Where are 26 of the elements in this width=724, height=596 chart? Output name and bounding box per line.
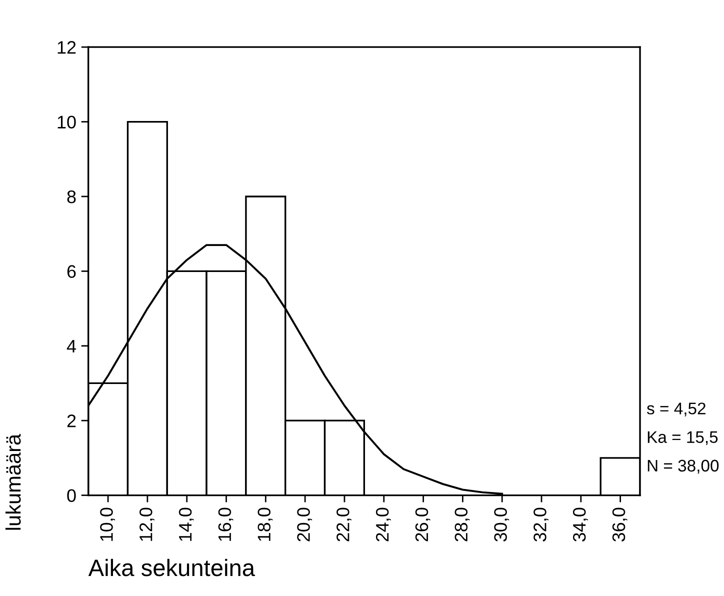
y-tick-label: 0	[67, 489, 76, 502]
x-tick-label: 30,0	[494, 508, 510, 542]
x-tick-label: 36,0	[612, 508, 628, 542]
x-tick-label: 12,0	[140, 508, 154, 541]
text: s = 4,52	[646, 402, 706, 416]
x-tick-label: 10,0	[100, 508, 116, 541]
y-tick-label: 8	[67, 190, 76, 204]
x-tick-label: 28,0	[454, 508, 470, 542]
x-tick-label: 18,0	[258, 508, 273, 541]
x-tick-label: 26,0	[415, 508, 430, 542]
x-tick-label: 14,0	[178, 508, 194, 541]
text: N = 38,00	[648, 460, 719, 474]
y-axis-title: lukumäärä	[5, 434, 21, 530]
x-tick-label: 24,0	[376, 508, 391, 542]
x-tick-label: 32,0	[534, 508, 548, 542]
x-axis-title: Aika sekunteina	[88, 558, 256, 576]
x-tick-label: 22,0	[336, 508, 352, 542]
y-tick-label: 6	[67, 265, 76, 278]
y-tick-label: 10	[58, 116, 76, 129]
y-tick-label: 2	[67, 414, 76, 428]
text: Ka = 15,5	[648, 431, 718, 445]
x-tick-label: 16,0	[218, 508, 234, 541]
y-tick-label: 4	[66, 340, 76, 352]
x-tick-label: 20,0	[297, 508, 312, 542]
x-tick-label: 34,0	[572, 508, 588, 542]
y-tick-label: 12	[58, 41, 76, 54]
